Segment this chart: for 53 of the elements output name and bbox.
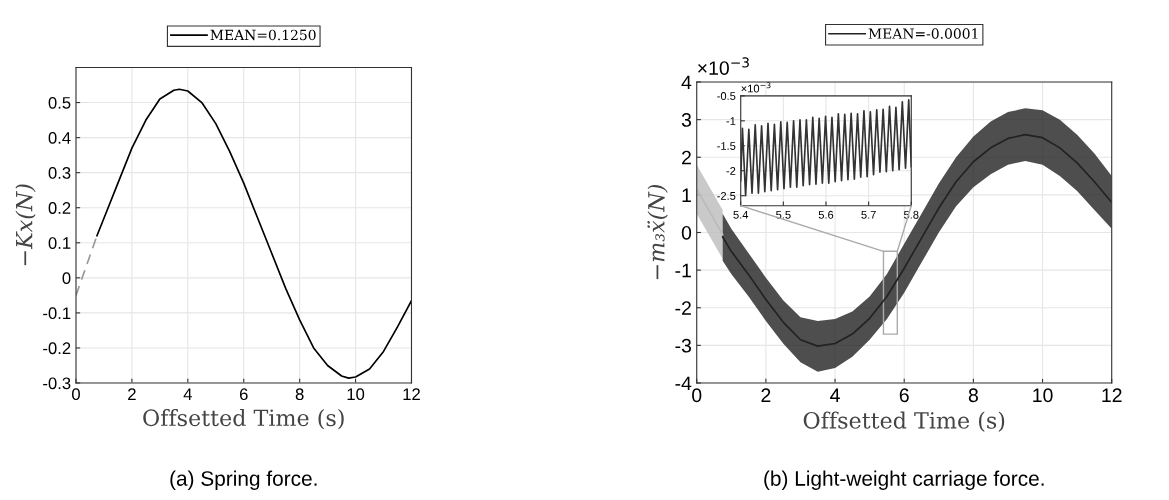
y-tick-label: -2.5: [717, 191, 736, 200]
x-tick-label: 10: [347, 388, 365, 401]
x-tick-label: 5.8: [904, 210, 919, 219]
y-tick-label: -3: [675, 338, 692, 353]
y-tick-label: -0.3: [43, 377, 71, 390]
x-tick-label: 5.5: [776, 210, 791, 219]
y-tick-label: -1: [726, 117, 736, 125]
x-tick-label: 2: [128, 388, 136, 400]
y-tick-label: 0.5: [48, 96, 71, 109]
x-tick-label: 10: [1033, 388, 1053, 403]
x-tick-label: 2: [761, 388, 771, 402]
y-tick-label: -0.5: [717, 92, 736, 100]
y-tick-label: 0.4: [48, 132, 71, 144]
x-tick-label: 12: [1102, 388, 1122, 402]
legend-label: MEAN=0.1250: [210, 29, 316, 41]
y-tick-label: -1.5: [717, 142, 736, 150]
x-tick-label: 4: [183, 388, 192, 400]
y-tick-label: -0.1: [43, 307, 71, 320]
y-tick-label: 0: [681, 225, 692, 240]
x-tick-label: 5.6: [818, 210, 834, 219]
x-tick-label: 8: [968, 388, 978, 403]
annotation: ×10$^{−3}$: [741, 82, 771, 93]
x-tick-label: 0: [692, 388, 702, 403]
y-tick-label: 0.3: [48, 167, 71, 179]
y-tick-label: -0.2: [43, 342, 71, 355]
x-axis-title: Offsetted Time (s): [143, 408, 344, 430]
y-tick-label: -2: [726, 167, 736, 175]
x-tick-label: 5.7: [861, 210, 876, 219]
y-tick-label: 2: [682, 150, 691, 165]
y-tick-label: -1: [675, 263, 691, 278]
legend-label: MEAN=-0.0001: [868, 28, 978, 39]
y-tick-label: 1: [682, 188, 691, 202]
x-tick-label: 4: [830, 388, 840, 402]
text: (b) Light-weight carriage force.: [764, 470, 1044, 490]
text: ×10$^{−3}$: [698, 57, 749, 75]
x-tick-label: 0: [72, 388, 80, 401]
x-axis-title: Offsetted Time (s): [803, 411, 1005, 432]
y-tick-label: 4: [681, 75, 692, 90]
y-tick-label: 0.2: [48, 202, 71, 214]
x-tick-label: 8: [295, 388, 304, 401]
x-tick-label: 5.4: [733, 210, 749, 219]
y-tick-label: 0: [62, 272, 71, 285]
y-tick-label: 3: [681, 113, 692, 127]
y-axis-title: −Kx(N): [15, 184, 36, 266]
text: (a) Spring force.: [170, 470, 317, 490]
x-tick-label: 6: [899, 388, 909, 403]
y-tick-label: -2: [675, 301, 691, 315]
y-axis-title: −m₃ẍ(N): [647, 184, 668, 280]
x-tick-label: 12: [403, 388, 420, 400]
x-tick-label: 6: [239, 388, 248, 401]
line-series: [96, 88, 412, 379]
y-tick-label: 0.1: [48, 237, 71, 249]
y-tick-label: -4: [675, 376, 692, 391]
